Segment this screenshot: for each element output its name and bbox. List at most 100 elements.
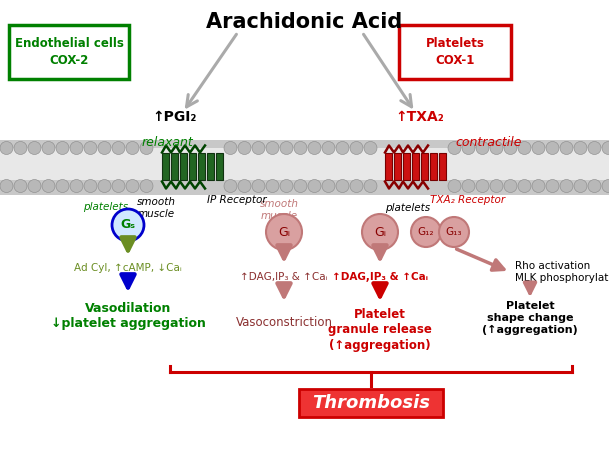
Circle shape	[56, 180, 69, 192]
Text: G₁₃: G₁₃	[446, 227, 462, 237]
Text: Gᵢ: Gᵢ	[374, 225, 386, 239]
Circle shape	[0, 142, 13, 154]
Circle shape	[322, 180, 335, 192]
Circle shape	[602, 180, 609, 192]
Circle shape	[574, 142, 587, 154]
Circle shape	[112, 180, 125, 192]
Circle shape	[364, 180, 377, 192]
Bar	[421, 153, 428, 180]
Circle shape	[0, 180, 13, 192]
Circle shape	[28, 142, 41, 154]
Bar	[171, 153, 178, 180]
FancyBboxPatch shape	[299, 389, 443, 417]
Circle shape	[84, 180, 97, 192]
Bar	[189, 153, 196, 180]
Circle shape	[14, 142, 27, 154]
Circle shape	[546, 142, 559, 154]
Text: Platelets
COX-1: Platelets COX-1	[426, 37, 484, 67]
Circle shape	[336, 142, 349, 154]
Circle shape	[42, 180, 55, 192]
Text: ↑DAG,IP₃ & ↑Caᵢ: ↑DAG,IP₃ & ↑Caᵢ	[332, 272, 428, 282]
Text: Gᵢ: Gᵢ	[278, 225, 290, 239]
Circle shape	[504, 180, 517, 192]
Circle shape	[462, 180, 475, 192]
Circle shape	[588, 180, 601, 192]
Circle shape	[56, 142, 69, 154]
Circle shape	[462, 142, 475, 154]
Circle shape	[362, 214, 398, 250]
Circle shape	[439, 217, 469, 247]
Text: Platelet
granule release
(↑aggregation): Platelet granule release (↑aggregation)	[328, 308, 432, 351]
Circle shape	[518, 142, 531, 154]
Bar	[0, 148, 609, 180]
Bar	[385, 153, 392, 180]
Circle shape	[574, 180, 587, 192]
Circle shape	[252, 180, 265, 192]
Circle shape	[140, 142, 153, 154]
Text: G₁₂: G₁₂	[418, 227, 434, 237]
Circle shape	[476, 180, 489, 192]
Circle shape	[224, 142, 237, 154]
Circle shape	[294, 180, 307, 192]
Bar	[180, 153, 187, 180]
Circle shape	[350, 180, 363, 192]
Text: ↑DAG,IP₃ & ↑Caᵢ: ↑DAG,IP₃ & ↑Caᵢ	[240, 272, 328, 282]
Text: Ad Cyl, ↑cAMP, ↓Caᵢ: Ad Cyl, ↑cAMP, ↓Caᵢ	[74, 263, 182, 273]
Circle shape	[126, 180, 139, 192]
Circle shape	[280, 142, 293, 154]
Bar	[430, 153, 437, 180]
Text: smooth
muscle: smooth muscle	[136, 197, 175, 219]
Circle shape	[560, 142, 573, 154]
Circle shape	[266, 180, 279, 192]
Text: Gₛ: Gₛ	[121, 218, 135, 232]
Circle shape	[504, 142, 517, 154]
Circle shape	[364, 142, 377, 154]
Circle shape	[42, 142, 55, 154]
Text: ↑PGI₂: ↑PGI₂	[153, 110, 197, 124]
Circle shape	[336, 180, 349, 192]
Circle shape	[490, 142, 503, 154]
Circle shape	[322, 142, 335, 154]
Circle shape	[588, 142, 601, 154]
Circle shape	[112, 142, 125, 154]
Circle shape	[448, 180, 461, 192]
Text: Vasoconstriction: Vasoconstriction	[236, 315, 333, 329]
Circle shape	[490, 180, 503, 192]
Text: TXA₂ Receptor: TXA₂ Receptor	[430, 195, 505, 205]
Circle shape	[252, 142, 265, 154]
Circle shape	[532, 180, 545, 192]
Circle shape	[266, 214, 302, 250]
Circle shape	[308, 180, 321, 192]
Circle shape	[126, 142, 139, 154]
Text: smooth
muscle: smooth muscle	[259, 199, 298, 221]
Circle shape	[98, 180, 111, 192]
Text: contractile: contractile	[455, 135, 521, 149]
Text: platelets: platelets	[83, 202, 128, 212]
Bar	[439, 153, 446, 180]
Circle shape	[350, 142, 363, 154]
Circle shape	[98, 142, 111, 154]
Circle shape	[238, 180, 251, 192]
Circle shape	[70, 180, 83, 192]
Text: Arachidonic Acid: Arachidonic Acid	[206, 12, 403, 32]
Text: IP Receptor: IP Receptor	[207, 195, 267, 205]
Circle shape	[140, 180, 153, 192]
Bar	[207, 153, 214, 180]
Text: Rho activation
MLK phosphorylation: Rho activation MLK phosphorylation	[515, 261, 609, 283]
Circle shape	[294, 142, 307, 154]
Circle shape	[238, 142, 251, 154]
Circle shape	[560, 180, 573, 192]
Circle shape	[476, 142, 489, 154]
Circle shape	[411, 217, 441, 247]
Text: ↑TXA₂: ↑TXA₂	[396, 110, 445, 124]
Bar	[0, 139, 609, 156]
FancyBboxPatch shape	[9, 25, 129, 79]
Circle shape	[84, 142, 97, 154]
Text: Platelet
shape change
(↑aggregation): Platelet shape change (↑aggregation)	[482, 301, 578, 335]
Circle shape	[602, 142, 609, 154]
Circle shape	[532, 142, 545, 154]
Circle shape	[280, 180, 293, 192]
Circle shape	[112, 209, 144, 241]
Circle shape	[266, 142, 279, 154]
Bar	[198, 153, 205, 180]
